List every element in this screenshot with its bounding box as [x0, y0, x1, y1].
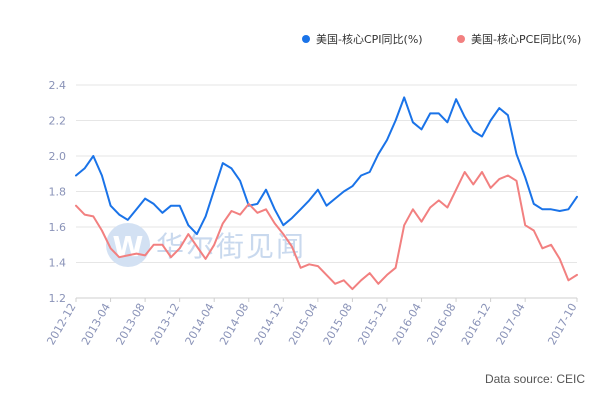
data-source-note: Data source: CEIC [485, 372, 585, 386]
y-tick-labels: 1.2 1.4 1.6 1.8 2.0 2.2 2.4 [49, 79, 67, 305]
legend-marker-cpi [302, 35, 310, 43]
y-tick-label: 1.6 [49, 221, 67, 234]
watermark: W 华尔街见闻 [106, 223, 304, 267]
legend-label-pce: 美国-核心PCE同比(%) [471, 32, 581, 46]
y-tick-label: 1.4 [49, 257, 67, 270]
y-tick-label: 1.2 [49, 292, 67, 305]
series-line-pce [75, 171, 578, 291]
grid [76, 84, 577, 299]
series-layer [75, 96, 578, 291]
legend-label-cpi: 美国-核心CPI同比(%) [316, 32, 423, 46]
y-tick-label: 2.2 [49, 115, 67, 128]
series-line-cpi [75, 96, 578, 236]
y-tick-label: 1.8 [49, 186, 67, 199]
watermark-logo-letter: W [113, 230, 144, 263]
legend-marker-pce [457, 35, 465, 43]
legend: 美国-核心CPI同比(%) 美国-核心PCE同比(%) [302, 32, 581, 46]
y-tick-label: 2.4 [49, 79, 67, 92]
y-tick-label: 2.0 [49, 150, 67, 163]
